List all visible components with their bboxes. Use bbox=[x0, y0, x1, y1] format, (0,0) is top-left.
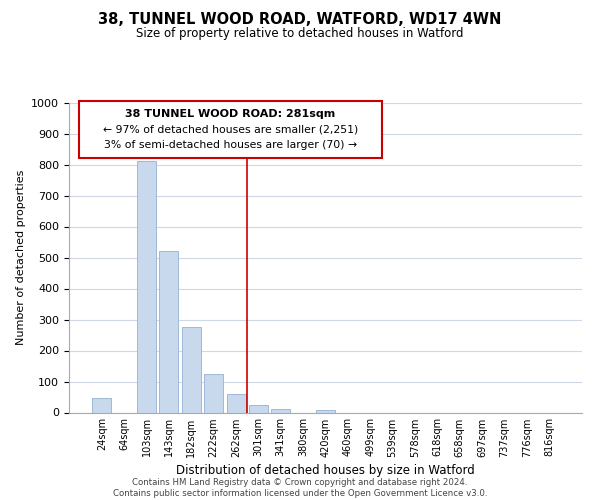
Bar bbox=[204, 374, 223, 412]
Bar bbox=[182, 327, 201, 412]
FancyBboxPatch shape bbox=[79, 101, 382, 158]
Bar bbox=[227, 394, 245, 412]
Text: ← 97% of detached houses are smaller (2,251): ← 97% of detached houses are smaller (2,… bbox=[103, 124, 358, 134]
Text: 38 TUNNEL WOOD ROAD: 281sqm: 38 TUNNEL WOOD ROAD: 281sqm bbox=[125, 108, 336, 118]
Bar bbox=[137, 162, 156, 412]
Text: 38, TUNNEL WOOD ROAD, WATFORD, WD17 4WN: 38, TUNNEL WOOD ROAD, WATFORD, WD17 4WN bbox=[98, 12, 502, 28]
Text: Size of property relative to detached houses in Watford: Size of property relative to detached ho… bbox=[136, 28, 464, 40]
X-axis label: Distribution of detached houses by size in Watford: Distribution of detached houses by size … bbox=[176, 464, 475, 477]
Bar bbox=[316, 410, 335, 412]
Text: 3% of semi-detached houses are larger (70) →: 3% of semi-detached houses are larger (7… bbox=[104, 140, 357, 149]
Text: Contains HM Land Registry data © Crown copyright and database right 2024.
Contai: Contains HM Land Registry data © Crown c… bbox=[113, 478, 487, 498]
Bar bbox=[271, 409, 290, 412]
Bar bbox=[249, 405, 268, 412]
Y-axis label: Number of detached properties: Number of detached properties bbox=[16, 170, 26, 345]
Bar bbox=[160, 252, 178, 412]
Bar bbox=[92, 398, 112, 412]
